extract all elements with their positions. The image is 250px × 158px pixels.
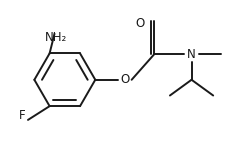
Text: F: F	[18, 109, 25, 122]
Text: NH₂: NH₂	[45, 31, 68, 44]
Text: O: O	[135, 17, 144, 30]
Text: O: O	[120, 73, 130, 86]
Text: N: N	[187, 48, 196, 61]
